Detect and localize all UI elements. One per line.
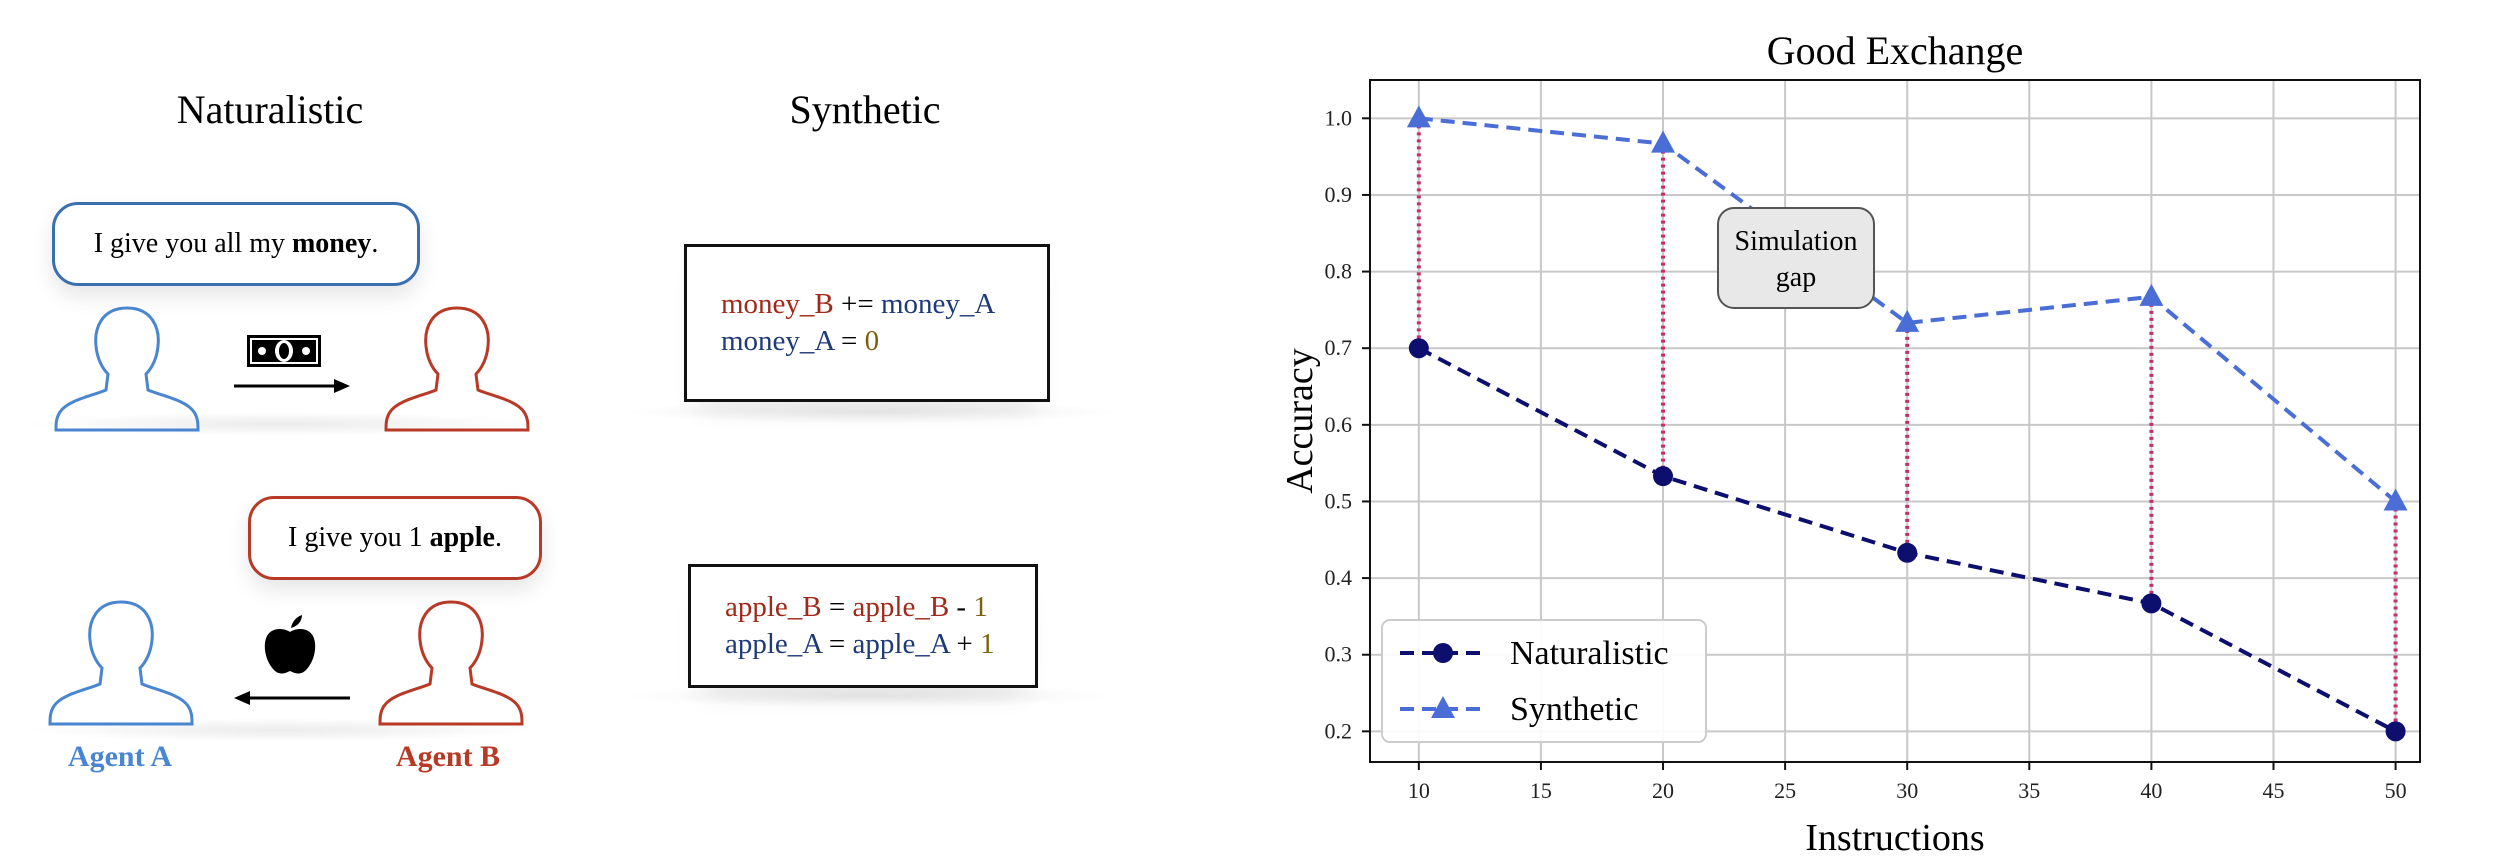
data-point-synthetic — [2383, 488, 2408, 511]
code-op: += — [833, 288, 881, 320]
code-line: apple_B = apple_B - 1 — [725, 589, 1035, 626]
annotation-box — [1717, 207, 1875, 309]
x-tick-label: 15 — [1530, 778, 1552, 803]
y-tick-label: 0.8 — [1325, 259, 1353, 284]
code-line: money_A = 0 — [721, 323, 1047, 360]
data-point-naturalistic — [1897, 542, 1918, 563]
code-box-money: money_B += money_A money_A = 0 — [684, 244, 1050, 402]
code-op: = — [821, 628, 853, 660]
bubble-text: I give you 1 — [288, 522, 430, 553]
arrow-right-icon — [234, 379, 350, 393]
y-tick-label: 0.6 — [1325, 412, 1353, 437]
floor-shadow — [620, 400, 1120, 424]
data-point-synthetic — [1406, 105, 1431, 128]
legend-box — [1381, 619, 1707, 743]
data-point-naturalistic — [2385, 721, 2406, 742]
data-point-naturalistic — [1653, 466, 1674, 487]
bubble-punct: . — [494, 522, 502, 553]
y-tick-label: 0.9 — [1325, 182, 1353, 207]
apple-icon — [264, 615, 316, 674]
x-tick-label: 20 — [1652, 778, 1674, 803]
data-point-naturalistic — [1408, 338, 1429, 359]
code-line: money_B += money_A — [721, 286, 1047, 323]
legend-label: Naturalistic — [1510, 635, 1669, 672]
x-tick-label: 50 — [2385, 778, 2407, 803]
code-op: + — [949, 628, 981, 660]
code-token: money_B — [721, 288, 834, 320]
data-point-naturalistic — [2141, 593, 2162, 614]
data-point-synthetic — [1651, 130, 1676, 153]
speech-bubble-money: I give you all my money. — [52, 202, 420, 286]
legend-label: Synthetic — [1510, 691, 1638, 728]
code-token: apple_B — [852, 591, 950, 623]
y-tick-label: 0.7 — [1325, 335, 1353, 360]
x-axis-label: Instructions — [1805, 817, 1984, 859]
chart-title: Good Exchange — [1767, 28, 2024, 73]
series-line-synthetic — [1418, 116, 2397, 503]
data-point-synthetic — [2139, 283, 2164, 306]
agent-a-label: Agent A — [67, 740, 173, 773]
code-line: apple_A = apple_A + 1 — [725, 626, 1035, 663]
arrow-left-icon — [234, 691, 350, 705]
y-axis-label: Accuracy — [1279, 348, 1321, 494]
x-tick-label: 25 — [1774, 778, 1796, 803]
x-tick-label: 35 — [2018, 778, 2040, 803]
code-box-apple: apple_B = apple_B - 1 apple_A = apple_A … — [688, 564, 1038, 688]
bubble-bold-word: apple — [429, 522, 495, 553]
annotation-text: gap — [1776, 262, 1816, 293]
y-tick-label: 0.4 — [1325, 565, 1353, 590]
code-token: money_A — [881, 288, 996, 320]
code-token: money_A — [721, 325, 834, 357]
person-outline-icon — [48, 600, 194, 726]
bubble-punct: . — [371, 228, 379, 259]
money-bill-icon — [247, 335, 321, 367]
y-tick-label: 0.2 — [1325, 718, 1353, 743]
bubble-text: I give you all my — [93, 228, 292, 259]
person-outline-icon — [378, 600, 524, 726]
synthetic-title: Synthetic — [789, 87, 941, 132]
speech-bubble-apple: I give you 1 apple. — [248, 496, 542, 580]
code-token: apple_B — [725, 591, 822, 623]
code-value: 1 — [980, 628, 995, 660]
x-tick-label: 40 — [2140, 778, 2162, 803]
naturalistic-title: Naturalistic — [176, 87, 364, 132]
agent-b-label: Agent B — [395, 740, 501, 773]
data-point-synthetic — [1895, 309, 1920, 332]
y-tick-label: 1.0 — [1325, 105, 1353, 130]
annotation-text: Simulation — [1735, 226, 1858, 257]
code-op: = — [833, 325, 865, 357]
x-tick-label: 30 — [1896, 778, 1918, 803]
bubble-bold-word: money — [291, 228, 372, 259]
floor-shadow — [20, 718, 540, 742]
accuracy-line-chart: Good Exchange 10 15 20 25 30 35 40 45 50 0.2 0.3 0.4… — [1279, 28, 2421, 859]
code-op: - — [949, 591, 974, 623]
x-tick-label: 45 — [2262, 778, 2284, 803]
person-outline-icon — [54, 306, 200, 432]
y-tick-label: 0.3 — [1325, 642, 1353, 667]
x-tick-label: 10 — [1408, 778, 1430, 803]
legend-marker — [1431, 696, 1455, 718]
person-outline-icon — [384, 306, 530, 432]
y-tick-label: 0.5 — [1325, 488, 1353, 513]
legend-marker — [1433, 643, 1453, 663]
code-token: apple_A — [725, 628, 822, 660]
plot-frame — [1369, 79, 2421, 763]
floor-shadow — [620, 684, 1120, 708]
code-value: 0 — [864, 325, 880, 357]
floor-shadow — [20, 412, 540, 436]
code-value: 1 — [973, 591, 988, 623]
code-token: apple_A — [852, 628, 950, 660]
code-op: = — [821, 591, 853, 623]
